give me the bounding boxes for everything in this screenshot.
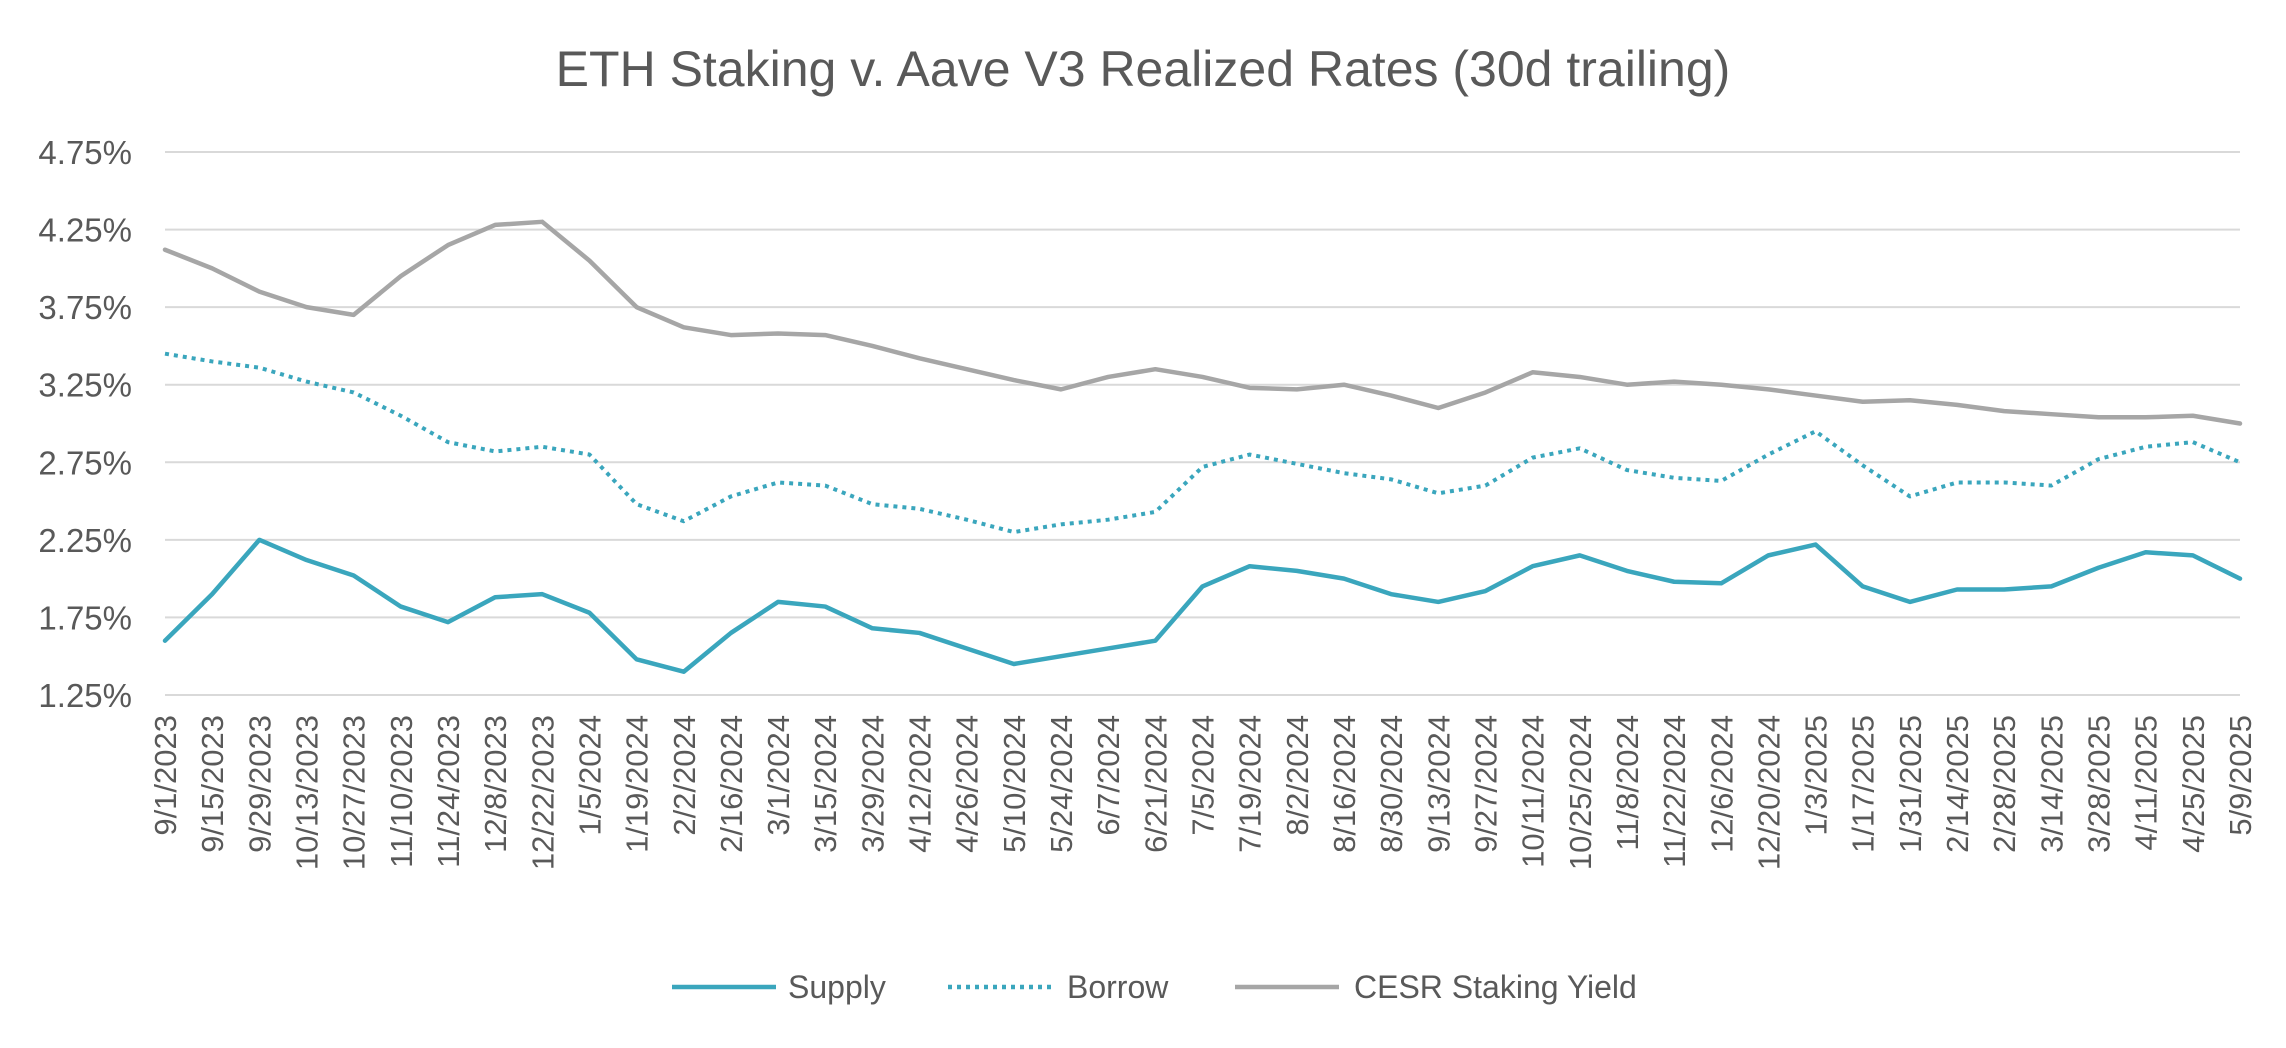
x-tick-label: 4/26/2024: [950, 715, 985, 853]
series-line-cesr-staking-yield: [162, 219, 2243, 426]
x-tick-label: 3/1/2024: [761, 715, 796, 836]
x-tick-label: 2/14/2025: [1940, 715, 1975, 853]
legend: Supply Borrow CESR Staking Yield: [672, 969, 1637, 1005]
x-tick-label: 10/27/2023: [337, 715, 372, 870]
series-line-supply: [162, 537, 2243, 674]
x-tick-label: 9/1/2023: [148, 715, 183, 836]
x-tick-label: 4/25/2025: [2176, 715, 2211, 853]
x-tick-label: 1/19/2024: [620, 715, 655, 853]
x-tick-label: 10/13/2023: [289, 715, 324, 870]
legend-label: Supply: [788, 969, 886, 1005]
x-tick-label: 9/27/2024: [1468, 715, 1503, 853]
gridlines: [165, 151, 2240, 696]
x-tick-label: 7/5/2024: [1186, 715, 1221, 836]
x-tick-label: 9/15/2023: [195, 715, 230, 853]
y-tick-label: 2.75%: [38, 444, 132, 481]
x-tick-label: 11/24/2023: [431, 715, 466, 868]
series-lines: [162, 219, 2243, 674]
x-tick-label: 11/8/2024: [1610, 715, 1645, 851]
x-tick-label: 10/11/2024: [1516, 715, 1551, 868]
x-tick-label: 12/20/2024: [1751, 715, 1786, 870]
y-tick-label: 1.75%: [38, 599, 132, 636]
x-tick-label: 11/22/2024: [1657, 715, 1692, 868]
x-tick-label: 3/15/2024: [808, 715, 843, 853]
x-axis-ticks: 9/1/2023 9/15/2023 9/29/2023 10/13/2023 10/2…: [148, 715, 2258, 870]
x-tick-label: 5/24/2024: [1044, 715, 1079, 853]
x-tick-label: 5/10/2024: [997, 715, 1032, 853]
x-tick-label: 4/11/2025: [2129, 715, 2164, 851]
x-tick-label: 2/2/2024: [667, 715, 702, 836]
x-tick-label: 7/19/2024: [1233, 715, 1268, 853]
x-tick-label: 12/22/2023: [525, 715, 560, 870]
legend-label: Borrow: [1067, 969, 1169, 1005]
x-tick-label: 8/30/2024: [1374, 715, 1409, 853]
y-tick-label: 4.25%: [38, 212, 132, 249]
chart-title: ETH Staking v. Aave V3 Realized Rates (3…: [556, 41, 1731, 97]
y-axis-ticks: 4.75% 4.25% 3.75% 3.25% 2.75% 2.25% 1.75% 1.25%: [38, 134, 132, 714]
x-tick-label: 11/10/2023: [384, 715, 419, 868]
x-tick-label: 12/8/2023: [478, 715, 513, 853]
x-tick-label: 6/21/2024: [1138, 715, 1173, 853]
y-tick-label: 4.75%: [38, 134, 132, 171]
legend-label: CESR Staking Yield: [1354, 969, 1637, 1005]
x-tick-label: 2/16/2024: [714, 715, 749, 853]
series-line-borrow: [164, 351, 2241, 535]
x-tick-label: 1/3/2025: [1799, 715, 1834, 836]
x-tick-label: 6/7/2024: [1091, 715, 1126, 836]
x-tick-label: 4/12/2024: [903, 715, 938, 853]
x-tick-label: 12/6/2024: [1704, 715, 1739, 853]
x-tick-label: 3/14/2025: [2034, 715, 2069, 853]
x-tick-label: 8/16/2024: [1327, 715, 1362, 853]
x-tick-label: 3/29/2024: [855, 715, 890, 853]
x-tick-label: 3/28/2025: [2082, 715, 2117, 853]
x-tick-label: 1/31/2025: [1893, 715, 1928, 853]
x-tick-label: 8/2/2024: [1280, 715, 1315, 836]
x-tick-label: 5/9/2025: [2223, 715, 2258, 836]
x-tick-label: 10/25/2024: [1563, 715, 1598, 870]
y-tick-label: 2.25%: [38, 522, 132, 559]
y-tick-label: 3.75%: [38, 289, 132, 326]
y-tick-label: 1.25%: [38, 677, 132, 714]
x-tick-label: 9/13/2024: [1421, 715, 1456, 853]
x-tick-label: 2/28/2025: [1987, 715, 2022, 853]
x-tick-label: 1/17/2025: [1846, 715, 1881, 853]
x-tick-label: 9/29/2023: [242, 715, 277, 853]
x-tick-label: 1/5/2024: [572, 715, 607, 836]
y-tick-label: 3.25%: [38, 367, 132, 404]
